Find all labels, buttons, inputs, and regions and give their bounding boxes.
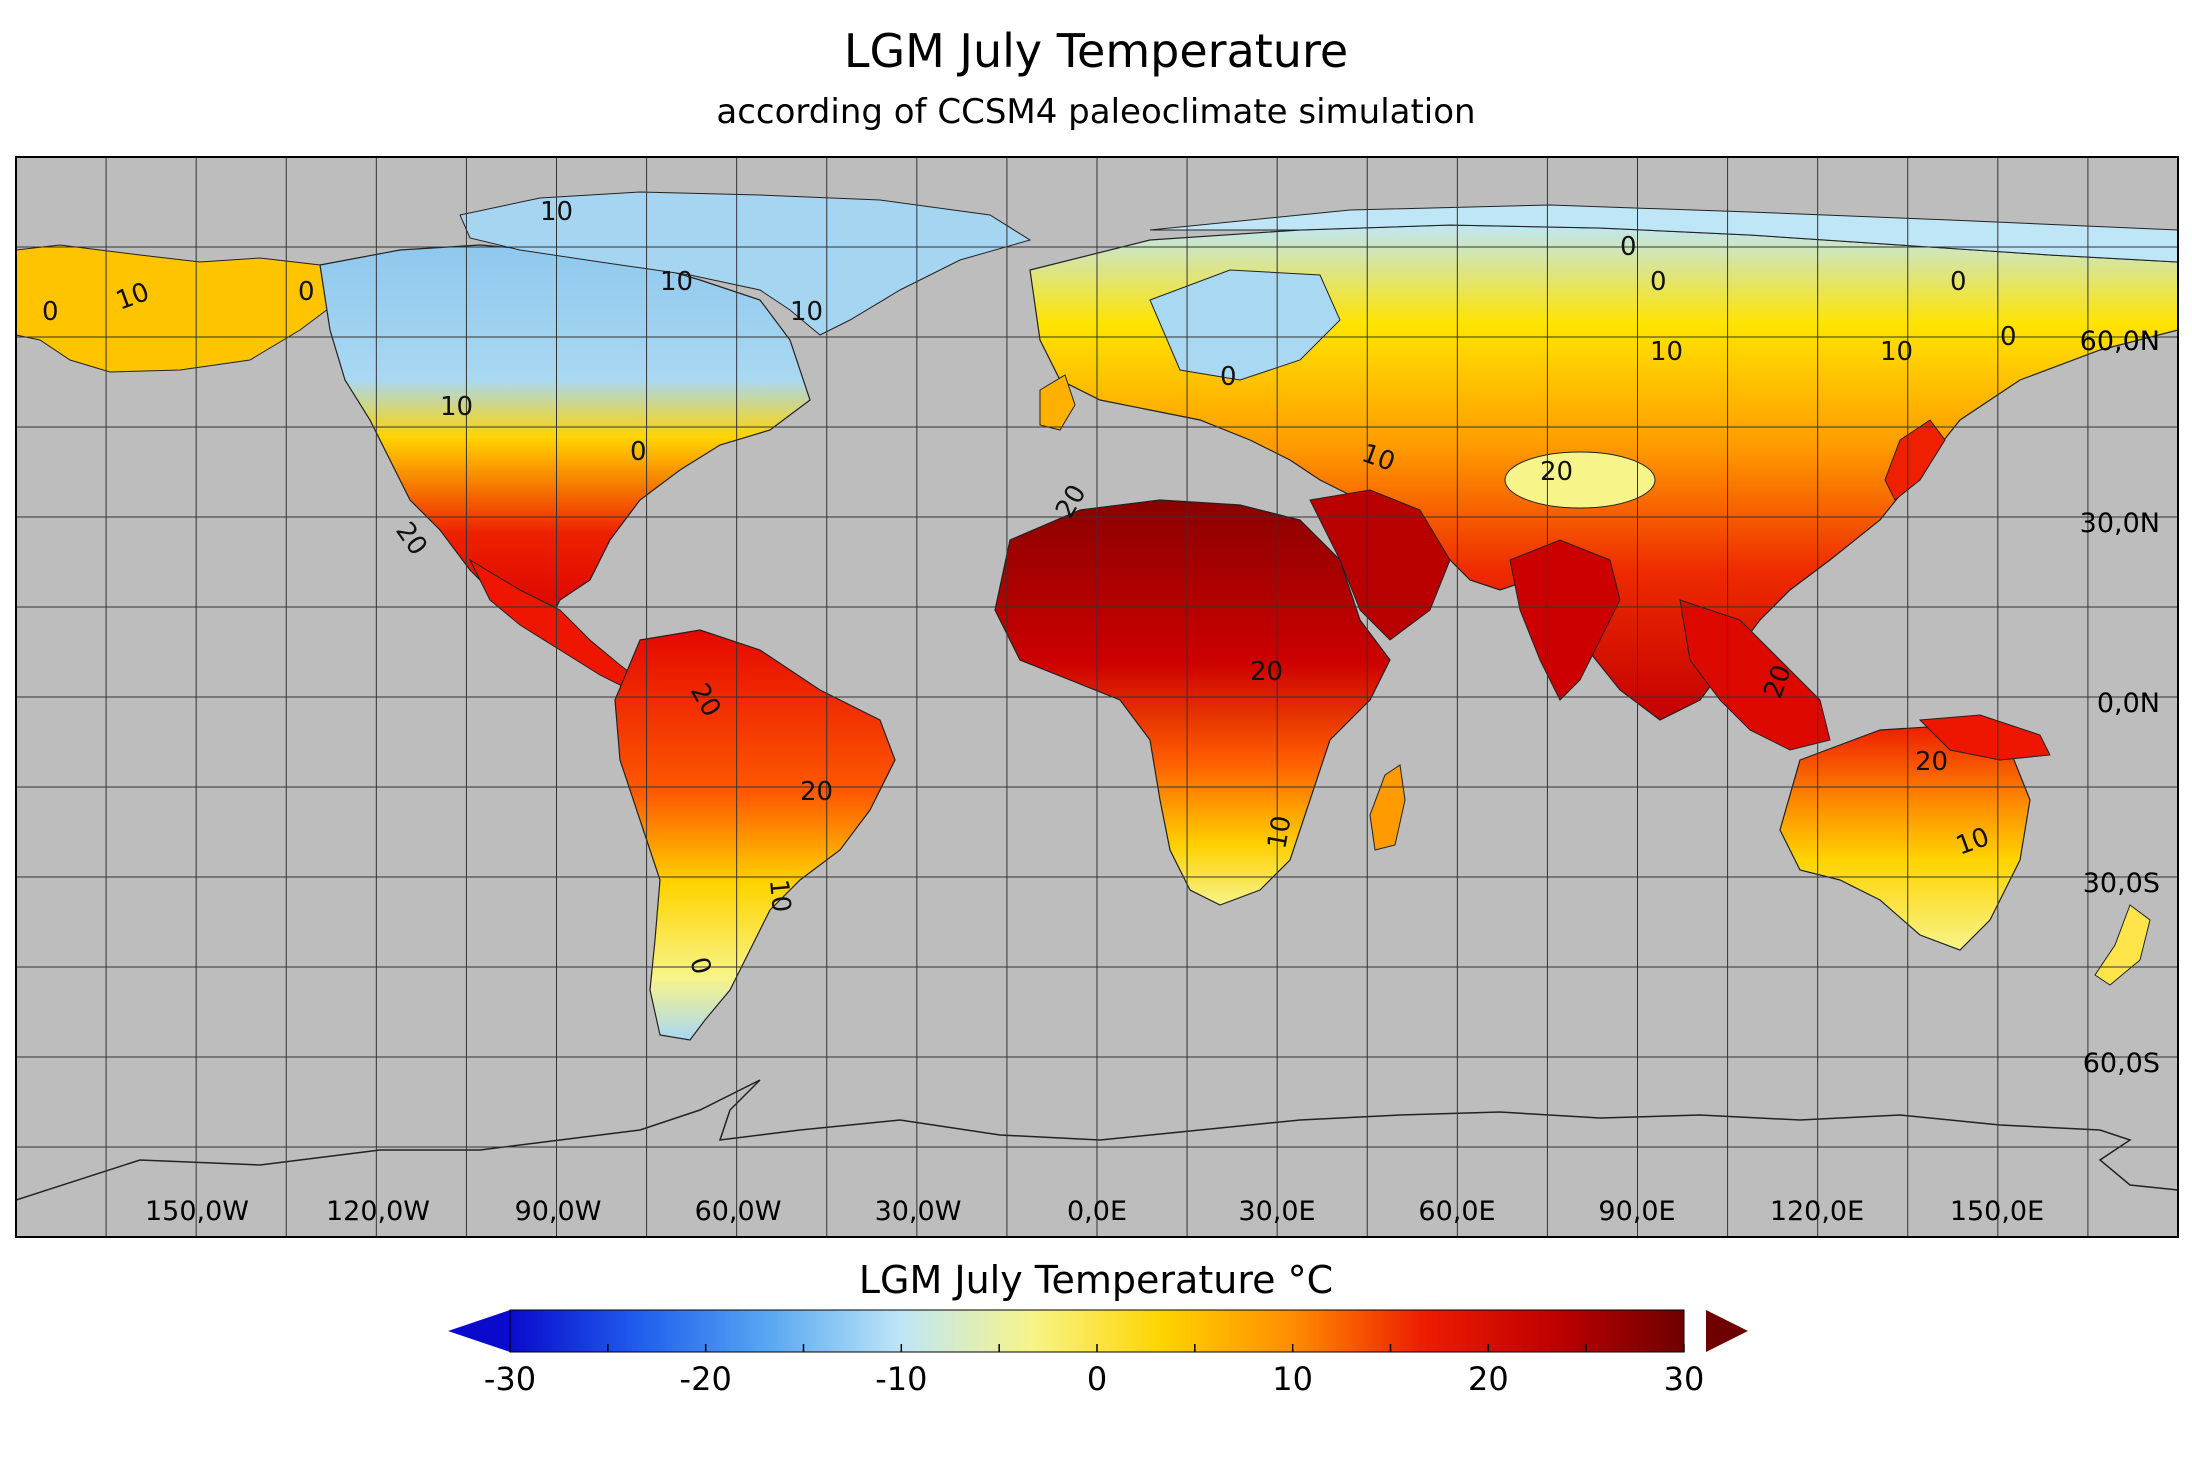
map-subtitle: according of CCSM4 paleoclimate simulati…	[716, 92, 1476, 132]
contour-label: 0	[1950, 267, 1967, 297]
new-zealand-landmass	[2094, 904, 2151, 986]
latitude-labels: 60,0N 30,0N 0,0N 30,0S 60,0S	[2080, 326, 2160, 1079]
colorbar-tick-label: -30	[484, 1360, 536, 1398]
contour-label: 10	[1650, 337, 1683, 367]
lat-label: 30,0S	[2083, 868, 2160, 899]
longitude-labels: 150,0W 120,0W 90,0W 60,0W 30,0W 0,0E 30,…	[145, 1196, 2044, 1227]
colorbar-tick-label: -20	[680, 1360, 732, 1398]
lon-label: 120,0W	[326, 1196, 430, 1227]
graticule	[16, 157, 2178, 1237]
siberia-north-strip	[1149, 204, 2178, 263]
lon-label: 60,0E	[1418, 1196, 1495, 1227]
contour-label: 20	[1915, 747, 1948, 777]
contour-label: 20	[1540, 457, 1573, 487]
madagascar-landmass	[1369, 764, 1406, 851]
lon-label: 60,0W	[695, 1196, 782, 1227]
lon-label: 150,0E	[1950, 1196, 2044, 1227]
contour-label: 10	[440, 392, 473, 422]
lon-label: 0,0E	[1067, 1196, 1127, 1227]
colorbar-title: LGM July Temperature °C	[858, 1258, 1334, 1302]
colorbar-over-arrow	[1706, 1310, 1748, 1352]
contour-label: 10	[763, 878, 796, 914]
land-masses	[16, 191, 2178, 1201]
map-title: LGM July Temperature	[843, 24, 1349, 78]
lon-label: 30,0E	[1238, 1196, 1315, 1227]
contour-label: 10	[660, 267, 693, 297]
british-isles-landmass	[1039, 374, 1076, 431]
contour-label: 0	[42, 297, 59, 327]
contour-label: 0	[1650, 267, 1667, 297]
contour-label: 20	[1250, 657, 1283, 687]
lon-label: 120,0E	[1770, 1196, 1864, 1227]
colorbar: -30 -20 -10 0 10 20 30	[448, 1309, 1748, 1398]
contour-label: 0	[1220, 362, 1237, 392]
new-guinea-landmass	[1918, 714, 2051, 761]
contour-label: 20	[800, 777, 833, 807]
southeast-asia-landmass	[1679, 599, 1831, 751]
contour-label: 10	[1880, 337, 1913, 367]
map-frame	[15, 156, 2179, 1238]
colorbar-tick-label: 20	[1468, 1360, 1509, 1398]
japan-landmass	[1884, 419, 1946, 501]
lon-label: 90,0W	[515, 1196, 602, 1227]
colorbar-tick-label: 0	[1087, 1360, 1107, 1398]
colorbar-under-arrow	[448, 1310, 510, 1352]
lon-label: 30,0W	[875, 1196, 962, 1227]
lat-label: 60,0N	[2080, 326, 2160, 357]
contour-label: 10	[1262, 813, 1297, 851]
antarctica-coastline	[16, 1079, 2178, 1201]
lon-label: 150,0W	[145, 1196, 249, 1227]
lat-label: 0,0N	[2097, 688, 2160, 719]
africa-landmass	[994, 499, 1391, 906]
south-america-landmass	[614, 629, 896, 1041]
contour-label: 0	[2000, 322, 2017, 352]
india-landmass	[1509, 539, 1621, 701]
tibet-plateau	[1504, 451, 1656, 509]
alaska-landmass	[16, 244, 341, 373]
lat-label: 30,0N	[2080, 508, 2160, 539]
contour-label: 10	[540, 197, 573, 227]
greenland-landmass	[459, 191, 1032, 336]
contour-label: 0	[683, 954, 716, 978]
contour-label: 10	[790, 297, 823, 327]
lon-label: 90,0E	[1598, 1196, 1675, 1227]
contour-label: 0	[630, 437, 647, 467]
colorbar-tick-label: 10	[1272, 1360, 1313, 1398]
contour-labels: 20 20 20 20 20 20 20 20 10 10 10 10 10 1…	[42, 197, 2017, 978]
scandinavia-landmass	[1149, 269, 1341, 381]
arabia-landmass	[1309, 489, 1451, 641]
colorbar-tick-label: -10	[875, 1360, 927, 1398]
colorbar-tick-label: 30	[1664, 1360, 1705, 1398]
contour-label: 0	[298, 277, 315, 307]
contour-label: 0	[1620, 232, 1637, 262]
lat-label: 60,0S	[2083, 1048, 2160, 1079]
